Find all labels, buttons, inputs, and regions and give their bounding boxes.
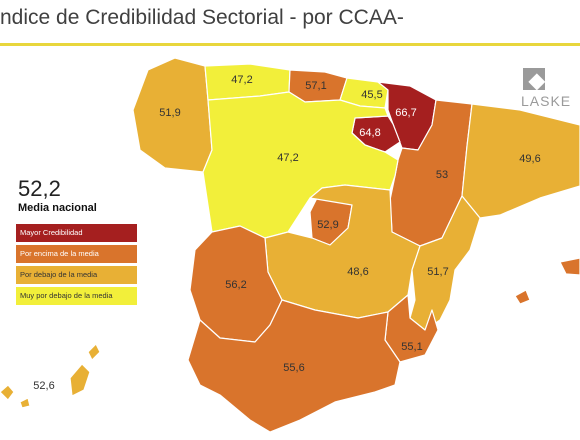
region-value-label: 53	[436, 169, 448, 181]
region-andalucia	[187, 299, 401, 433]
legend-item: Mayor Credibilidad	[16, 224, 137, 242]
region-value-label: 49,6	[519, 153, 540, 165]
region-value-label: 55,1	[401, 341, 422, 353]
legend-item: Muy por debajo de la media	[16, 287, 137, 305]
region-canarias	[0, 343, 101, 409]
region-value-label: 52,9	[317, 219, 338, 231]
legend-item: Por debajo de la media	[16, 266, 137, 284]
region-value-label: 47,2	[277, 152, 298, 164]
region-value-label: 64,8	[359, 127, 380, 139]
region-comunidad-valenciana	[409, 195, 481, 331]
region-value-label: 48,6	[347, 266, 368, 278]
page-title: ndice de Credibilidad Sectorial - por CC…	[0, 6, 404, 29]
region-value-label: 55,6	[283, 362, 304, 374]
legend-item: Por encima de la media	[16, 245, 137, 263]
region-baleares	[514, 257, 580, 305]
region-value-label: 56,2	[225, 279, 246, 291]
region-value-label: 52,6	[33, 380, 54, 392]
national-average-label: Media nacional	[18, 202, 97, 214]
laske-logo-text: LASKE	[521, 93, 572, 109]
region-value-label: 51,9	[159, 107, 180, 119]
region-cataluna	[461, 103, 580, 219]
national-average-value: 52,2	[18, 176, 61, 201]
laske-logo-icon	[523, 68, 545, 90]
laske-logo: LASKE	[521, 68, 580, 109]
title-divider	[0, 43, 580, 46]
region-value-label: 51,7	[427, 266, 448, 278]
national-average: 52,2 Media nacional	[18, 176, 97, 215]
legend: Mayor Credibilidad Por encima de la medi…	[16, 224, 137, 308]
region-value-label: 57,1	[305, 80, 326, 92]
region-value-label: 47,2	[231, 74, 252, 86]
region-value-label: 66,7	[395, 107, 416, 119]
region-value-label: 45,5	[361, 89, 382, 101]
